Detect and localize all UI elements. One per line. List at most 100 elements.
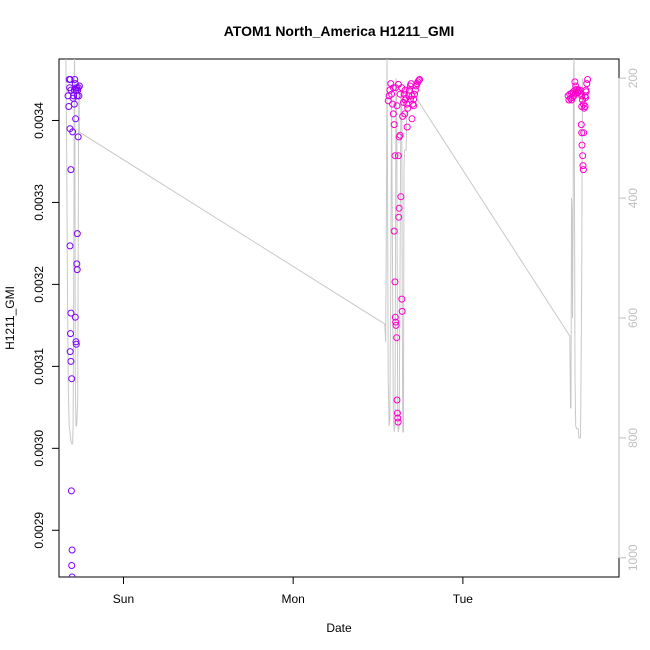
x-axis: Sun Mon Tue	[113, 576, 474, 606]
data-point	[75, 82, 83, 90]
x-tick-label: Sun	[113, 592, 134, 606]
data-point	[398, 84, 406, 92]
x-tick-label: Tue	[453, 592, 474, 606]
data-point	[392, 321, 400, 329]
data-point	[579, 162, 587, 170]
data-point	[73, 266, 81, 274]
data-point	[72, 115, 80, 123]
data-point	[391, 313, 399, 321]
data-point	[394, 152, 402, 160]
data-point	[398, 307, 406, 315]
data-point	[411, 86, 419, 94]
data-point	[396, 131, 404, 139]
data-point	[396, 90, 404, 98]
data-point	[578, 92, 586, 100]
data-point	[67, 330, 74, 338]
data-point	[68, 546, 76, 554]
data-point	[389, 110, 397, 118]
data-point	[391, 152, 399, 160]
y-tick-label: 0.0030	[32, 430, 46, 467]
data-point	[71, 313, 79, 321]
data-point	[411, 90, 418, 98]
data-point	[389, 100, 396, 108]
data-point	[397, 193, 405, 201]
data-point	[70, 100, 78, 108]
data-point	[580, 129, 588, 137]
points-layer	[64, 76, 592, 577]
data-point	[66, 76, 74, 83]
data-point	[393, 396, 401, 404]
data-point	[388, 90, 396, 98]
data-point	[71, 76, 79, 83]
data-point	[72, 338, 80, 346]
y-tick-label: 0.0031	[32, 348, 46, 385]
y-tick-label: 0.0029	[32, 512, 46, 549]
data-point	[67, 166, 75, 174]
y-tick-label: 0.0032	[32, 266, 46, 303]
data-point	[395, 213, 403, 221]
data-point	[578, 103, 586, 110]
data-point	[66, 242, 74, 250]
data-point	[415, 76, 423, 84]
y-tick-label: 0.0033	[32, 184, 46, 221]
profile-line	[65, 59, 584, 445]
data-point	[67, 357, 75, 365]
y2-tick-label: 800	[626, 428, 640, 448]
data-point	[393, 102, 401, 110]
data-point	[416, 76, 424, 83]
data-point	[581, 103, 589, 110]
y2-tick-label: 200	[626, 68, 640, 88]
data-point	[579, 152, 587, 160]
y2-axis: 200 400 600 800 1000	[618, 68, 640, 571]
profile-line-layer	[65, 59, 584, 445]
y2-tick-label: 400	[626, 188, 640, 208]
y2-tick-label: 1000	[626, 544, 640, 571]
data-point	[577, 121, 585, 129]
data-point	[68, 375, 76, 383]
data-point	[67, 86, 75, 94]
data-point	[408, 115, 416, 123]
data-point	[578, 141, 586, 149]
data-point	[389, 84, 397, 92]
plot-box	[58, 58, 620, 578]
data-point	[401, 96, 409, 104]
data-point	[72, 340, 80, 348]
data-point	[571, 78, 579, 86]
data-point	[410, 102, 418, 110]
data-point	[66, 348, 74, 356]
data-point	[579, 166, 587, 174]
data-point	[390, 121, 398, 129]
data-point	[384, 97, 392, 105]
data-point	[394, 418, 402, 426]
data-point	[406, 95, 414, 103]
data-point	[568, 96, 575, 104]
data-point	[390, 227, 398, 235]
data-point	[395, 204, 403, 212]
data-point	[403, 123, 411, 131]
data-point	[75, 92, 83, 100]
x-tick-label: Mon	[282, 592, 305, 606]
data-point	[392, 318, 400, 326]
chart-title: ATOM1 North_America H1211_GMI	[224, 23, 455, 39]
data-point	[583, 80, 591, 88]
data-point	[572, 82, 580, 90]
data-point	[67, 487, 75, 495]
data-point	[68, 562, 76, 569]
data-point	[578, 129, 586, 137]
data-point	[401, 110, 409, 118]
x-axis-label: Date	[326, 621, 352, 635]
data-point	[67, 309, 75, 317]
data-point	[69, 128, 77, 136]
data-point	[398, 295, 406, 303]
data-point	[393, 409, 401, 417]
data-point	[582, 88, 590, 96]
data-point	[391, 278, 399, 286]
y-tick-label: 0.0034	[32, 102, 46, 139]
data-point	[68, 573, 76, 577]
data-point	[74, 133, 82, 141]
data-point	[394, 414, 402, 422]
data-point	[404, 104, 412, 112]
y-axis-label: H1211_GMI	[3, 286, 17, 350]
data-point	[584, 76, 592, 83]
